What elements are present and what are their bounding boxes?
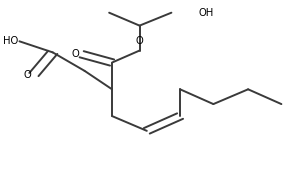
Text: HO: HO	[3, 36, 18, 46]
Text: O: O	[136, 36, 143, 46]
Text: O: O	[23, 70, 31, 80]
Text: O: O	[71, 49, 79, 59]
Text: OH: OH	[199, 8, 214, 18]
